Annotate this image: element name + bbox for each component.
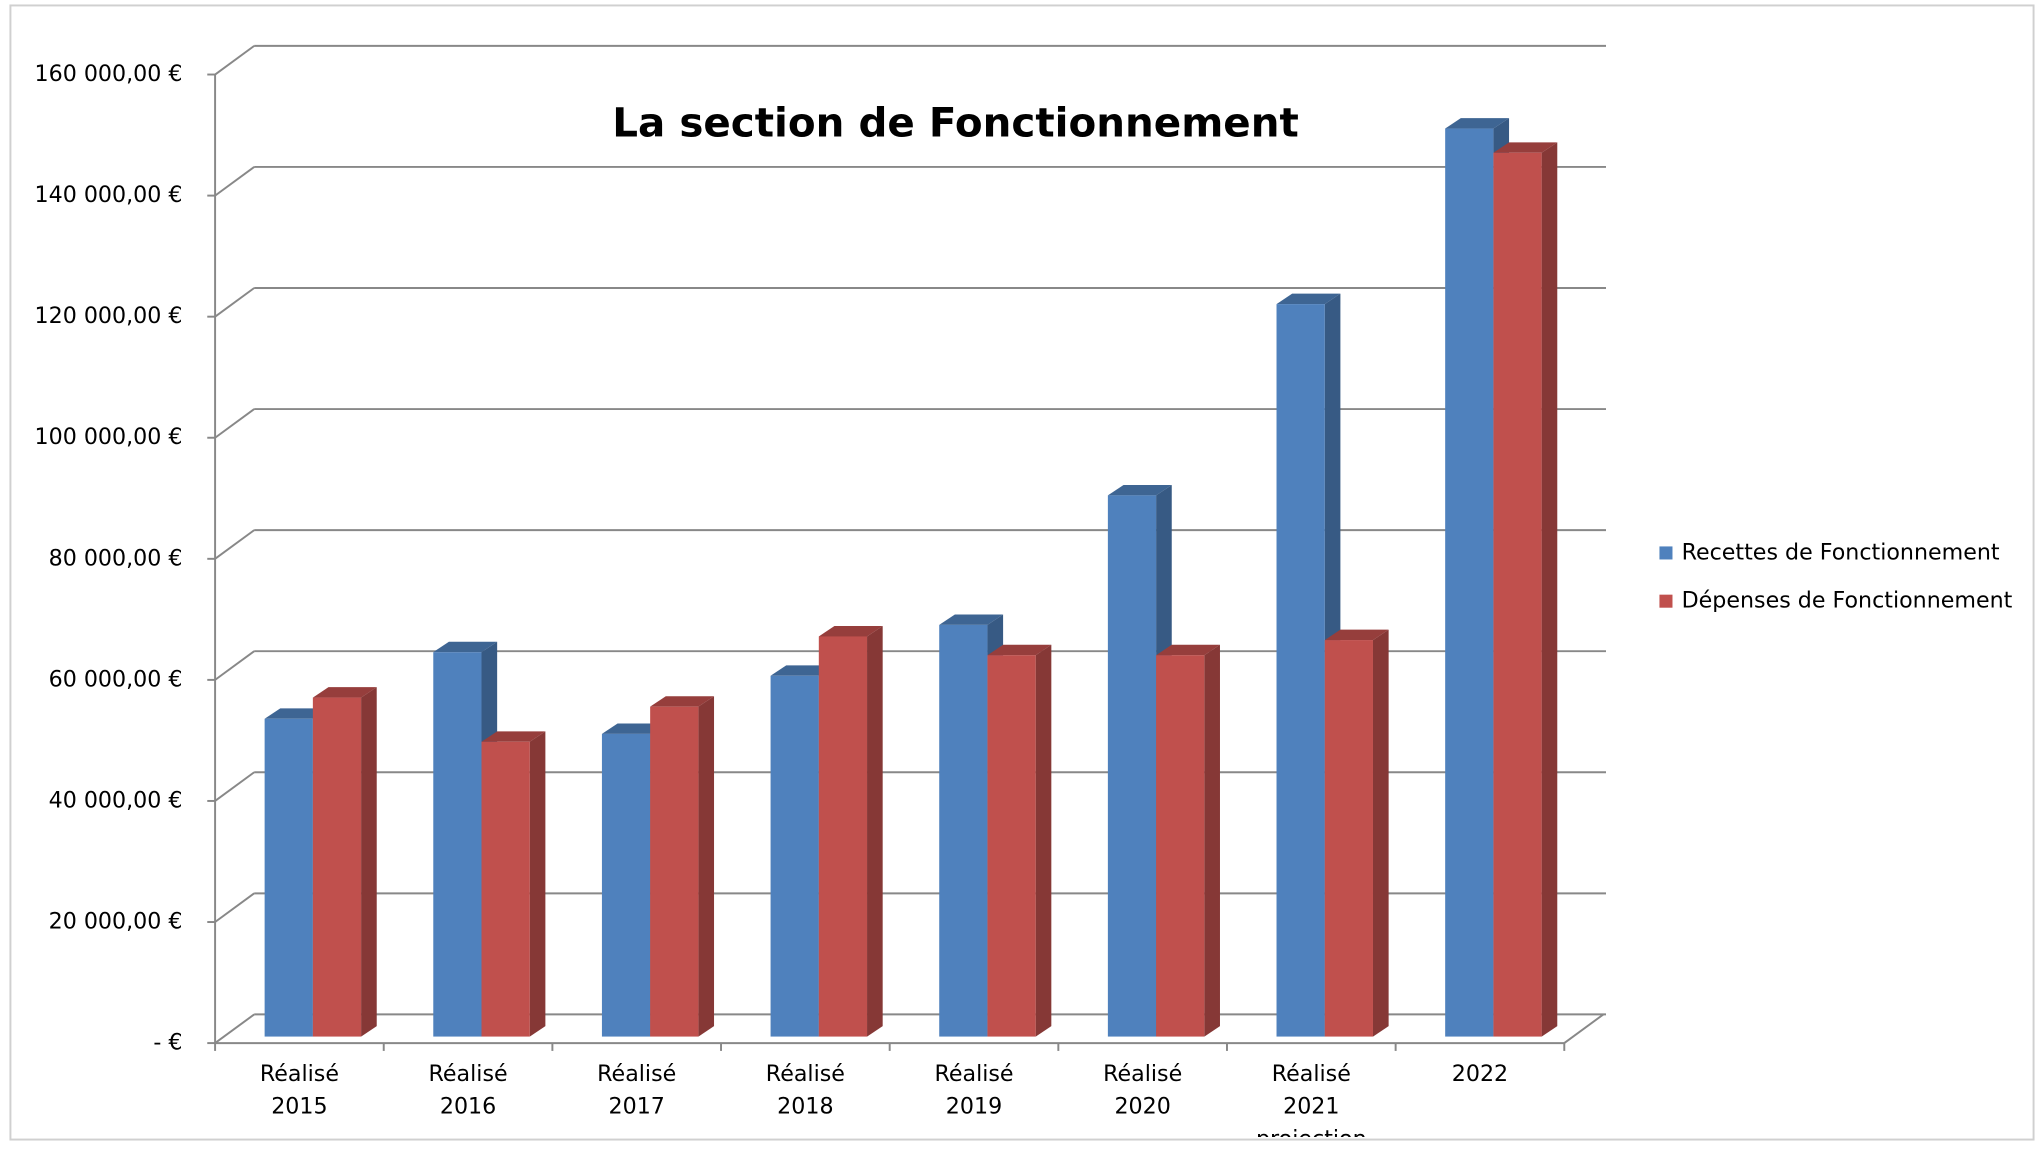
x-label-box: Réalisé 2015 (259, 1061, 339, 1120)
chart-title: La section de Fonctionnement (612, 98, 1299, 146)
bar-top (1107, 484, 1172, 496)
bar-front (1493, 152, 1542, 1037)
y-tick-label: 60 000,00 € (49, 666, 183, 692)
bar (987, 644, 1052, 1037)
x-tick-label: Réalisé 2020 (1103, 1061, 1183, 1120)
bar (650, 696, 715, 1037)
bar (312, 687, 377, 1037)
bar (1324, 629, 1389, 1037)
bar-top (481, 731, 546, 742)
bar-side (361, 687, 377, 1037)
bar-front (433, 652, 482, 1037)
bar (481, 731, 546, 1037)
bar-front (987, 655, 1036, 1037)
legend-label: Recettes de Fonctionnement (1682, 539, 2000, 565)
bar-side (1204, 644, 1220, 1037)
bar-front (1156, 655, 1205, 1037)
bar-front (312, 697, 362, 1037)
grid-side (214, 529, 255, 560)
bar-top (312, 687, 377, 698)
y-tick-label: 140 000,00 € (35, 182, 183, 208)
grid-side (214, 287, 255, 318)
grid-side (214, 45, 255, 76)
grid-side (214, 166, 255, 197)
y-tick-label: 20 000,00 € (49, 909, 183, 935)
legend-label: Dépenses de Fonctionnement (1682, 588, 2013, 614)
x-tick-label: Réalisé 2019 (934, 1061, 1014, 1120)
bar-top (1324, 629, 1389, 641)
bar-front (1445, 128, 1494, 1037)
bar-top (939, 614, 1004, 625)
bar-front (650, 706, 699, 1037)
x-tick-label: Réalisé 2016 (428, 1061, 508, 1120)
grid-side (214, 650, 255, 681)
x-tick-label: Réalisé 2017 (597, 1061, 677, 1120)
bar-top (818, 626, 883, 637)
bar-side (1541, 142, 1558, 1037)
x-label-box: Réalisé 2019 (934, 1061, 1014, 1120)
y-tick-label: 40 000,00 € (49, 787, 183, 813)
x-label-box: Réalisé 2017 (597, 1061, 677, 1120)
bar-top (1276, 293, 1341, 305)
bar-top (601, 723, 666, 734)
bar-top (1156, 644, 1220, 656)
bar-front (770, 675, 819, 1037)
grid-side (214, 771, 255, 802)
bar (818, 626, 883, 1037)
bar-top (1493, 142, 1558, 153)
bar-front (264, 718, 313, 1037)
bar-front (939, 624, 988, 1037)
bar-top (1445, 118, 1510, 129)
bar-top (433, 641, 498, 653)
x-tick-label: Réalisé 2018 (765, 1061, 845, 1120)
y-tick-label: 100 000,00 € (35, 424, 183, 450)
y-tick-label: 120 000,00 € (35, 303, 183, 329)
bar-side (529, 731, 546, 1037)
bar-front (1324, 640, 1373, 1037)
bar-top (650, 696, 715, 707)
legend-swatch (1659, 594, 1673, 608)
x-tick-label: Réalisé 2021 projection (1256, 1061, 1367, 1137)
x-tick-label: 2022 (1451, 1061, 1509, 1088)
y-tick-label: 160 000,00 € (35, 61, 183, 87)
bar-front (601, 733, 651, 1037)
bar-top (264, 708, 329, 719)
bar-top (987, 644, 1052, 656)
grid-side (214, 408, 255, 439)
bar-front (1276, 304, 1325, 1037)
bar-side (867, 626, 883, 1037)
x-label-box: Réalisé 2020 (1103, 1061, 1183, 1120)
x-label-box: Réalisé 2016 (428, 1061, 508, 1120)
grid-side (214, 892, 255, 923)
bar-front (1107, 495, 1157, 1037)
x-label-box: Réalisé 2021 projection (1256, 1061, 1367, 1137)
bar-front (481, 741, 530, 1037)
bar (1493, 142, 1558, 1037)
x-label-box: 2022 (1451, 1061, 1509, 1088)
bar-side (698, 696, 715, 1037)
bar (1156, 644, 1220, 1037)
x-label-box: Réalisé 2018 (765, 1061, 845, 1120)
x-tick-label: Réalisé 2015 (259, 1061, 339, 1120)
bar-side (1372, 629, 1389, 1037)
bar-front (818, 636, 868, 1037)
y-tick-label: - € (153, 1030, 182, 1056)
bar-top (770, 665, 835, 676)
y-tick-label: 80 000,00 € (49, 545, 183, 571)
bar-side (1035, 644, 1052, 1037)
grid-side (214, 1013, 255, 1044)
legend-swatch (1659, 546, 1673, 560)
floor-edge (1563, 1013, 1604, 1044)
